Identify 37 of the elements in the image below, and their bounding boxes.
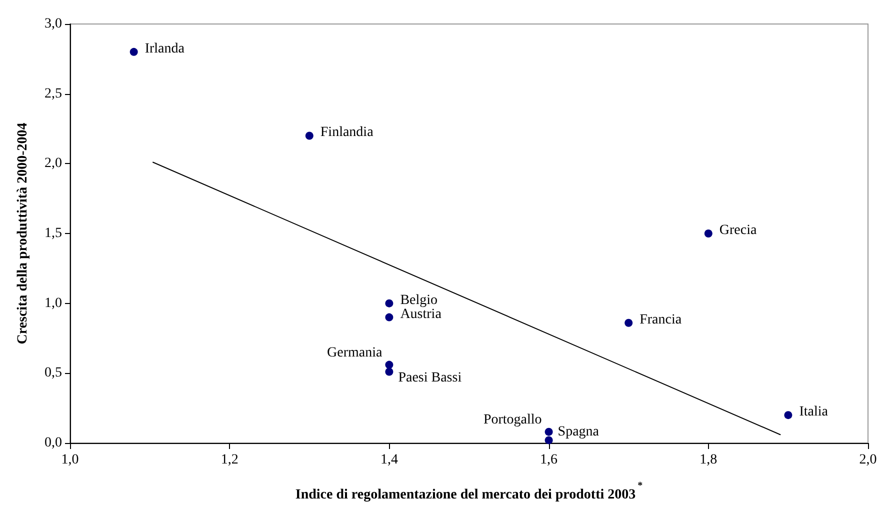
- y-tick-label: 0,0: [44, 436, 62, 450]
- y-axis-title: Crescita della produttività 2000-2004: [16, 122, 30, 344]
- annotation: Italia: [799, 404, 829, 420]
- x-axis-title: Indice di regolamentazione del mercato dei prodotti 2003*: [295, 480, 643, 502]
- x-tick-label: 2,0: [859, 452, 877, 468]
- y-tick-label: 3,0: [44, 16, 62, 32]
- annotation: Grecia: [719, 223, 758, 238]
- point: [544, 436, 553, 444]
- x-tick-label: 1,8: [700, 452, 718, 468]
- point: [385, 360, 394, 369]
- point: [385, 299, 394, 308]
- annotation: Portogallo: [483, 412, 542, 428]
- y-tick-label: 2,0: [44, 156, 62, 172]
- annotation: Finlandia: [320, 125, 374, 140]
- x-tick-label: 1,0: [61, 452, 79, 468]
- point: [305, 132, 314, 140]
- x-tick-label: 1,2: [220, 452, 238, 468]
- y-tick-label: 1,0: [44, 296, 62, 311]
- point: [784, 411, 792, 420]
- annotation: Spagna: [558, 424, 600, 440]
- annotation: Germania: [326, 345, 383, 360]
- y-tick-label: 0,5: [44, 366, 62, 381]
- x-tick-label: 1,4: [380, 452, 398, 468]
- y-tick-label: 2,5: [44, 86, 62, 102]
- annotation: Irlanda: [144, 41, 186, 56]
- point: [544, 428, 553, 436]
- annotation: Paesi Bassi: [398, 370, 462, 386]
- point: [385, 368, 394, 376]
- annotation: Austria: [400, 306, 442, 322]
- point: [130, 48, 138, 56]
- y-tick-label: 1,5: [44, 226, 62, 241]
- point: [704, 230, 712, 238]
- annotation: Belgio: [400, 292, 438, 308]
- x-tick-label: 1,6: [540, 452, 558, 468]
- annotation: Francia: [640, 312, 682, 328]
- point: [385, 313, 394, 322]
- point: [624, 318, 633, 327]
